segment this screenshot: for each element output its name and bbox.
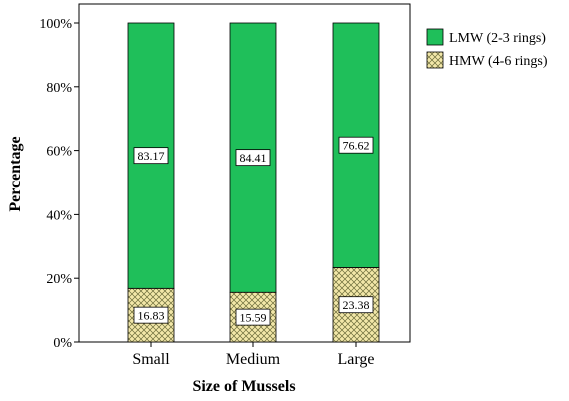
data-label-hmw-medium: 15.59 xyxy=(240,311,267,325)
y-tick-label: 80% xyxy=(46,81,72,96)
x-axis: Small Medium Large xyxy=(132,342,375,368)
legend: LMW (2-3 rings) HMW (4-6 rings) xyxy=(426,28,548,69)
x-axis-title: Size of Mussels xyxy=(192,378,295,395)
y-tick-label: 60% xyxy=(46,145,72,160)
data-label-hmw-large: 23.38 xyxy=(343,298,370,312)
data-label-lmw-medium-box xyxy=(235,149,271,167)
data-label-lmw-medium: 84.41 xyxy=(240,151,267,165)
data-label-lmw-large: 76.62 xyxy=(343,139,370,153)
legend-swatch-hmw xyxy=(426,51,444,69)
y-axis: 0% 20% 40% 60% 80% 100% xyxy=(39,17,79,351)
y-tick-label: 0% xyxy=(53,336,72,351)
y-tick-label: 20% xyxy=(46,272,72,287)
data-label-lmw-large-box xyxy=(338,136,374,154)
y-tick-label: 100% xyxy=(39,17,72,32)
data-label-hmw-small: 16.83 xyxy=(138,309,165,323)
data-label-hmw-medium-box xyxy=(235,308,271,326)
legend-label-lmw: LMW (2-3 rings) xyxy=(449,31,546,46)
x-category-label-large: Large xyxy=(337,351,374,368)
legend-label-hmw: HMW (4-6 rings) xyxy=(449,54,548,69)
y-tick-label: 40% xyxy=(46,208,72,223)
bars-group: 83.17 16.83 84.41 15.59 76.62 23.38 xyxy=(127,22,380,343)
x-category-label-medium: Medium xyxy=(226,351,281,368)
legend-swatch-lmw xyxy=(426,28,444,46)
y-axis-title: Percentage xyxy=(7,136,24,211)
x-category-label-small: Small xyxy=(132,351,170,368)
data-label-lmw-small-box xyxy=(133,147,169,165)
data-label-lmw-small: 83.17 xyxy=(138,149,165,163)
data-label-hmw-small-box xyxy=(133,306,169,324)
data-label-hmw-large-box xyxy=(338,296,374,314)
